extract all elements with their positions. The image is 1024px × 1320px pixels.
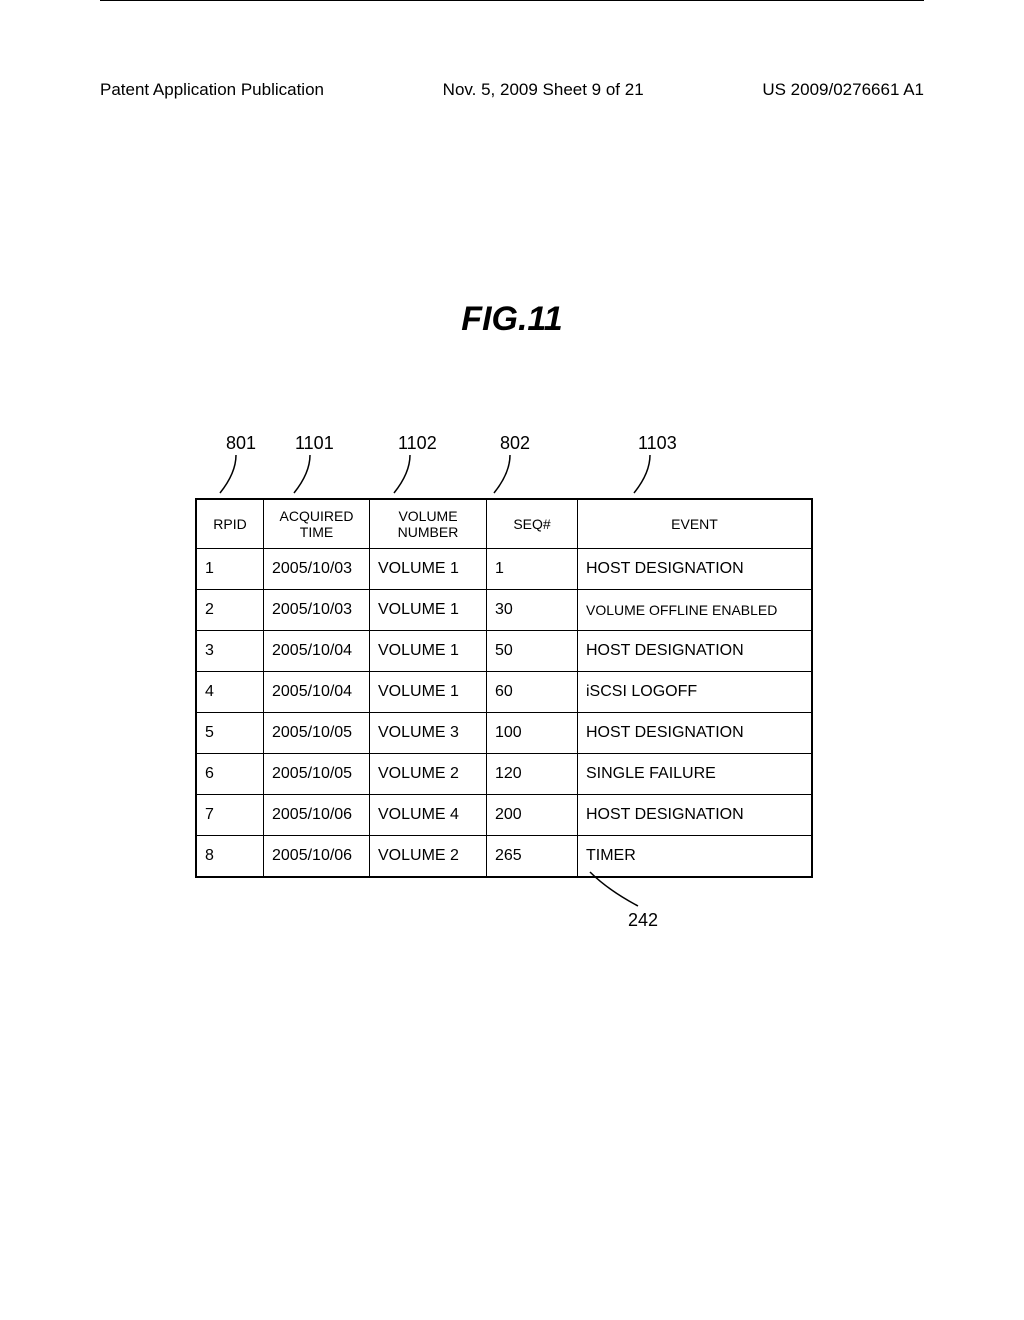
header-right: US 2009/0276661 A1	[762, 80, 924, 100]
table-cell: 2005/10/03	[264, 549, 370, 590]
table-cell: HOST DESIGNATION	[578, 795, 813, 836]
table-cell: 2005/10/05	[264, 713, 370, 754]
header-divider	[100, 0, 924, 1]
table-cell: 2005/10/03	[264, 590, 370, 631]
table-cell: 2	[196, 590, 264, 631]
table-header-row: RPID ACQUIRED TIME VOLUME NUMBER SEQ# EV…	[196, 499, 812, 549]
table-cell: 200	[487, 795, 578, 836]
table-cell: 7	[196, 795, 264, 836]
table-cell: 2005/10/04	[264, 631, 370, 672]
table-row: 82005/10/06VOLUME 2265TIMER	[196, 836, 812, 878]
table-cell: HOST DESIGNATION	[578, 631, 813, 672]
ref-1102: 1102	[398, 433, 437, 454]
table-cell: 265	[487, 836, 578, 878]
table-row: 72005/10/06VOLUME 4200HOST DESIGNATION	[196, 795, 812, 836]
data-table: RPID ACQUIRED TIME VOLUME NUMBER SEQ# EV…	[195, 498, 813, 878]
table-cell: HOST DESIGNATION	[578, 713, 813, 754]
col-header-volume: VOLUME NUMBER	[370, 499, 487, 549]
header-center: Nov. 5, 2009 Sheet 9 of 21	[443, 80, 644, 100]
table-cell: VOLUME 1	[370, 631, 487, 672]
col-header-time: ACQUIRED TIME	[264, 499, 370, 549]
table-row: 22005/10/03VOLUME 130VOLUME OFFLINE ENAB…	[196, 590, 812, 631]
table-cell: 3	[196, 631, 264, 672]
table-cell: 6	[196, 754, 264, 795]
table-cell: 100	[487, 713, 578, 754]
table-cell: SINGLE FAILURE	[578, 754, 813, 795]
table-cell: VOLUME 3	[370, 713, 487, 754]
figure-title: FIG.11	[0, 300, 1024, 339]
table-cell: VOLUME 4	[370, 795, 487, 836]
table-cell: 2005/10/04	[264, 672, 370, 713]
table-cell: 60	[487, 672, 578, 713]
table-cell: VOLUME 2	[370, 836, 487, 878]
ref-curve-1102	[380, 455, 420, 497]
table-cell: 1	[487, 549, 578, 590]
table-cell: 8	[196, 836, 264, 878]
table-row: 62005/10/05VOLUME 2120SINGLE FAILURE	[196, 754, 812, 795]
ref-1101: 1101	[295, 433, 334, 454]
ref-801: 801	[226, 433, 256, 454]
table-cell: 120	[487, 754, 578, 795]
table-cell: VOLUME 1	[370, 590, 487, 631]
ref-curve-1101	[280, 455, 320, 497]
ref-curve-802	[480, 455, 520, 497]
table-row: 12005/10/03VOLUME 11HOST DESIGNATION	[196, 549, 812, 590]
table-row: 52005/10/05VOLUME 3100HOST DESIGNATION	[196, 713, 812, 754]
table-cell: 2005/10/06	[264, 795, 370, 836]
table-cell: 2005/10/06	[264, 836, 370, 878]
table-cell: HOST DESIGNATION	[578, 549, 813, 590]
table-cell: 2005/10/05	[264, 754, 370, 795]
table-cell: 5	[196, 713, 264, 754]
table-cell: VOLUME OFFLINE ENABLED	[578, 590, 813, 631]
table-cell: 1	[196, 549, 264, 590]
col-header-event: EVENT	[578, 499, 813, 549]
table-cell: 50	[487, 631, 578, 672]
table-cell: VOLUME 1	[370, 672, 487, 713]
table-cell: VOLUME 1	[370, 549, 487, 590]
col-header-seq: SEQ#	[487, 499, 578, 549]
table-cell: 30	[487, 590, 578, 631]
ref-1103: 1103	[638, 433, 677, 454]
table-cell: iSCSI LOGOFF	[578, 672, 813, 713]
page-header: Patent Application Publication Nov. 5, 2…	[0, 80, 1024, 106]
ref-curve-801	[206, 455, 246, 497]
bottom-ref-curve	[588, 870, 648, 910]
col-header-rpid: RPID	[196, 499, 264, 549]
bottom-ref-242: 242	[628, 910, 658, 931]
table-row: 42005/10/04VOLUME 160iSCSI LOGOFF	[196, 672, 812, 713]
ref-802: 802	[500, 433, 530, 454]
table-cell: VOLUME 2	[370, 754, 487, 795]
header-left: Patent Application Publication	[100, 80, 324, 100]
table-row: 32005/10/04VOLUME 150HOST DESIGNATION	[196, 631, 812, 672]
table-cell: 4	[196, 672, 264, 713]
ref-curve-1103	[620, 455, 660, 497]
